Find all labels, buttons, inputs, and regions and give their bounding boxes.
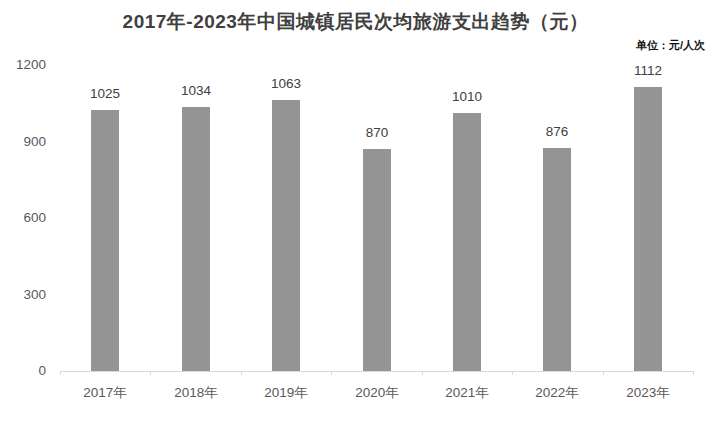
plot-area: 0 300 600 900 1200 1025 2017年 1034 2018年 1063 2019… <box>0 0 711 421</box>
bar-2019年 <box>272 100 300 371</box>
bar-2020年 <box>363 149 391 371</box>
bar-value-label: 1025 <box>65 85 145 102</box>
x-axis-tick-mark <box>241 371 242 375</box>
y-axis-tick-label: 300 <box>0 287 46 303</box>
bar-2022年 <box>543 148 571 371</box>
bar-value-label: 1112 <box>608 62 688 79</box>
x-axis-tick-mark <box>60 371 61 375</box>
x-axis-category-label: 2017年 <box>60 384 150 401</box>
x-axis-category-label: 2020年 <box>332 384 422 401</box>
x-axis-category-label: 2022年 <box>512 384 602 401</box>
bar-chart: 2017年-2023年中国城镇居民次均旅游支出趋势（元） 单位：元/人次 030… <box>0 0 711 421</box>
y-axis-tick-label: 600 <box>0 210 46 226</box>
x-axis-category-label: 2019年 <box>241 384 331 401</box>
x-axis-category-label: 2021年 <box>422 384 512 401</box>
x-axis-tick-mark <box>512 371 513 375</box>
bar-value-label: 1010 <box>427 88 507 105</box>
bar-value-label: 1063 <box>246 75 326 92</box>
x-axis-category-label: 2023年 <box>603 384 693 401</box>
bar-value-label: 876 <box>517 123 597 140</box>
x-axis-tick-mark <box>422 371 423 375</box>
bar-2023年 <box>634 87 662 371</box>
x-axis-line <box>60 371 694 372</box>
x-axis-tick-mark <box>150 371 151 375</box>
x-axis-tick-mark <box>331 371 332 375</box>
bar-2017年 <box>91 110 119 371</box>
bar-2021年 <box>453 113 481 371</box>
bar-2018年 <box>182 107 210 371</box>
y-axis-tick-label: 0 <box>0 363 46 379</box>
y-axis-tick-label: 900 <box>0 134 46 150</box>
bar-value-label: 1034 <box>156 82 236 99</box>
x-axis-tick-mark <box>693 371 694 375</box>
bar-value-label: 870 <box>337 124 417 141</box>
x-axis-tick-mark <box>603 371 604 375</box>
x-axis-category-label: 2018年 <box>151 384 241 401</box>
y-axis-tick-label: 1200 <box>0 57 46 73</box>
